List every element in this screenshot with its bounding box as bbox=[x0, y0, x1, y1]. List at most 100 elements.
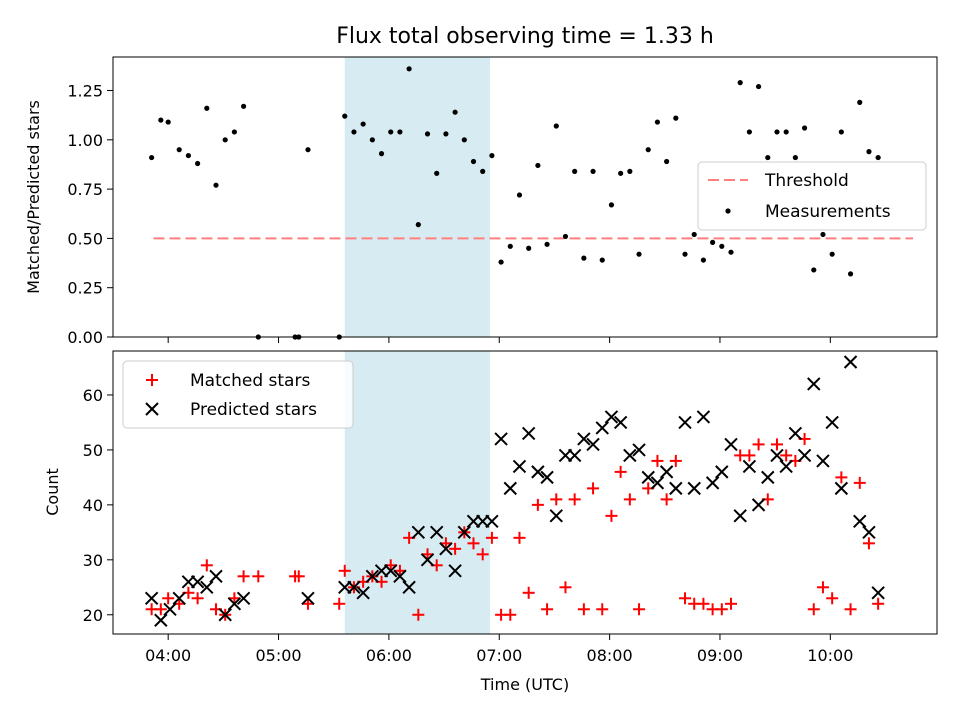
data-point bbox=[351, 129, 357, 135]
x-stroke bbox=[347, 580, 361, 594]
data-point bbox=[149, 154, 155, 161]
x-stroke bbox=[853, 514, 867, 529]
x-stroke bbox=[420, 553, 435, 567]
data-point bbox=[342, 113, 348, 119]
data-point bbox=[544, 241, 550, 247]
x-stroke bbox=[154, 613, 168, 627]
data-point bbox=[742, 459, 757, 474]
data-point bbox=[305, 147, 311, 153]
bottom-y-axis: 20 30 40 50 60 bbox=[83, 386, 113, 625]
data-point bbox=[660, 493, 673, 506]
y-tick-label: 1.00 bbox=[67, 131, 103, 150]
data-point bbox=[549, 509, 563, 523]
data-point bbox=[710, 239, 716, 245]
data-point bbox=[154, 613, 168, 627]
x-stroke bbox=[144, 591, 159, 605]
data-point bbox=[252, 570, 265, 583]
x-stroke bbox=[586, 437, 600, 452]
data-point bbox=[801, 125, 808, 131]
bottom-panel: 20 30 40 50 60 04:00 05:00 06:00 07:00 08:00 09:0… bbox=[43, 350, 938, 694]
x-stroke bbox=[540, 470, 554, 485]
data-point bbox=[595, 421, 609, 435]
top-x-ticks bbox=[167, 337, 831, 343]
data-point bbox=[158, 117, 164, 123]
data-point bbox=[608, 202, 615, 208]
data-point bbox=[470, 158, 477, 165]
data-point bbox=[780, 449, 793, 462]
legend-threshold-label: Threshold bbox=[764, 171, 849, 191]
data-point bbox=[590, 168, 596, 174]
data-point bbox=[586, 437, 600, 452]
data-point bbox=[415, 222, 421, 228]
data-point bbox=[596, 603, 609, 616]
data-point bbox=[448, 564, 462, 578]
x-stroke bbox=[843, 355, 858, 369]
x-stroke bbox=[641, 470, 655, 485]
data-point bbox=[360, 121, 366, 127]
data-point bbox=[811, 267, 817, 273]
data-point bbox=[567, 448, 582, 463]
measurement-points bbox=[149, 66, 881, 340]
legend-matched-label: Matched stars bbox=[190, 371, 310, 391]
y-tick-label: 40 bbox=[83, 496, 103, 515]
data-point bbox=[645, 147, 651, 153]
data-point bbox=[632, 443, 646, 457]
x-stroke bbox=[705, 476, 720, 490]
data-point bbox=[797, 448, 812, 463]
data-point bbox=[185, 152, 192, 159]
data-point bbox=[834, 481, 849, 496]
data-point bbox=[659, 465, 674, 479]
data-point bbox=[526, 245, 532, 251]
x-stroke bbox=[834, 481, 849, 496]
data-point bbox=[467, 537, 480, 550]
bottom-legend-box bbox=[122, 360, 354, 429]
data-point bbox=[476, 548, 489, 561]
data-point bbox=[774, 129, 780, 135]
data-point bbox=[871, 586, 885, 600]
data-point bbox=[673, 115, 679, 121]
x-stroke bbox=[503, 481, 517, 496]
top-shaded-span bbox=[344, 57, 491, 337]
x-stroke bbox=[650, 476, 665, 490]
data-point bbox=[176, 147, 182, 153]
data-point bbox=[572, 168, 578, 174]
x-stroke bbox=[521, 426, 536, 441]
data-point bbox=[452, 109, 458, 115]
data-point bbox=[378, 151, 385, 157]
data-point bbox=[568, 493, 581, 506]
data-point bbox=[144, 591, 159, 605]
x-stroke bbox=[227, 597, 242, 611]
legend-matched-swatch bbox=[146, 374, 158, 386]
y-tick-label: 30 bbox=[83, 551, 103, 570]
legend-predicted-label: Predicted stars bbox=[190, 400, 317, 420]
x-stroke bbox=[485, 514, 499, 529]
data-point bbox=[587, 482, 600, 495]
data-point bbox=[393, 564, 406, 577]
x-stroke bbox=[209, 569, 223, 584]
x-stroke bbox=[393, 569, 407, 584]
top-y-axis-label: Matched/Predicted stars bbox=[24, 100, 43, 294]
data-point bbox=[743, 449, 756, 462]
x-stroke bbox=[356, 586, 370, 600]
data-point bbox=[393, 569, 407, 584]
data-point bbox=[654, 119, 661, 125]
data-point bbox=[847, 271, 854, 277]
data-point bbox=[857, 99, 863, 105]
data-point bbox=[792, 154, 798, 161]
predicted-stars-points bbox=[144, 355, 885, 627]
data-point bbox=[494, 432, 508, 446]
x-stroke bbox=[567, 448, 582, 463]
top-legend-box bbox=[697, 161, 927, 231]
data-point bbox=[388, 129, 394, 135]
x-stroke bbox=[770, 448, 784, 463]
x-stroke bbox=[595, 421, 609, 435]
data-point bbox=[498, 259, 504, 265]
bottom-axes-frame bbox=[112, 350, 938, 635]
data-point bbox=[826, 592, 839, 605]
data-point bbox=[190, 575, 205, 589]
data-point bbox=[439, 542, 453, 556]
data-point bbox=[577, 603, 590, 616]
bottom-shaded-span bbox=[344, 351, 491, 634]
data-point bbox=[553, 123, 559, 129]
data-point bbox=[522, 586, 535, 599]
